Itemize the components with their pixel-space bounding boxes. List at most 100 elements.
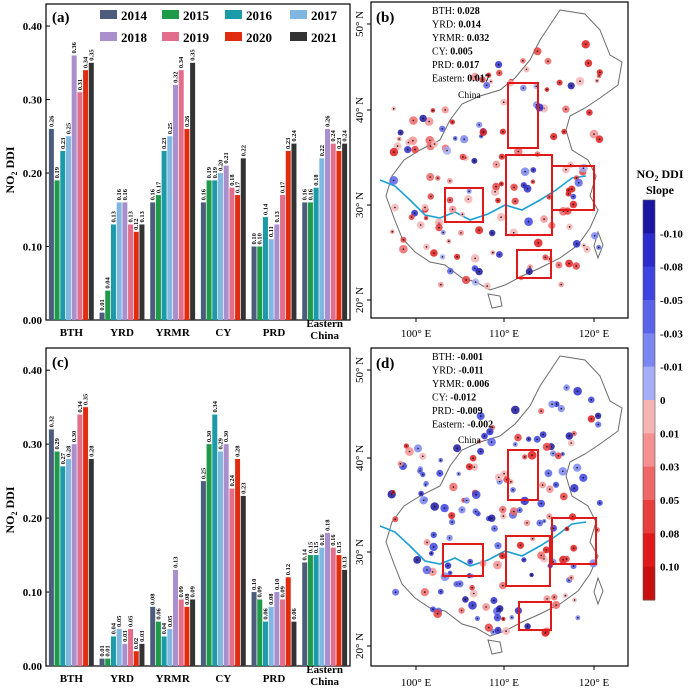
- site-center-dot: [471, 586, 473, 589]
- bar-data-label: 0.16: [319, 534, 326, 546]
- colorbar-swatch: [643, 233, 655, 268]
- bar: [116, 202, 122, 320]
- colorbar-label: 0: [660, 395, 666, 407]
- site-center-dot: [475, 493, 478, 496]
- bar-data-label: 0.34: [212, 400, 219, 412]
- x-tick-label: CY: [215, 327, 231, 339]
- bar: [200, 481, 206, 666]
- site-center-dot: [501, 155, 503, 158]
- bar-data-label: 0.08: [268, 593, 275, 605]
- colorbar-labels: -0.10 -0.08 -0.05 -0.03 -0.01 0 0.01 0.03 0.05 0.…: [660, 228, 683, 573]
- bar: [178, 70, 184, 321]
- bar: [128, 224, 134, 320]
- bar: [122, 643, 128, 666]
- site-center-dot: [432, 608, 434, 611]
- site-center-dot: [472, 592, 475, 595]
- bar-data-label: 0.15: [307, 541, 314, 553]
- bar-data-label: 0.35: [190, 49, 197, 61]
- site-center-dot: [489, 430, 491, 433]
- site-center-dot: [436, 612, 439, 615]
- bar: [116, 629, 122, 666]
- bar-data-label: 0.17: [155, 181, 162, 193]
- bar: [240, 158, 246, 320]
- site-center-dot: [495, 185, 497, 188]
- site-center-dot: [392, 107, 395, 110]
- site-center-dot: [433, 143, 436, 145]
- bar: [229, 187, 235, 320]
- site-center-dot: [568, 226, 571, 228]
- site-center-dot: [551, 403, 553, 406]
- site-center-dot: [491, 517, 493, 519]
- bar-data-label: 0.30: [223, 431, 230, 442]
- site-center-dot: [430, 195, 432, 198]
- bar-data-label: 0.11: [268, 226, 275, 237]
- site-center-dot: [481, 78, 484, 81]
- site-center-dot: [598, 75, 600, 77]
- x-tick-label: YRD: [110, 673, 134, 685]
- site-center-dot: [448, 240, 450, 242]
- bar: [190, 599, 196, 666]
- bar-data-label: 0.05: [167, 615, 174, 627]
- site-center-dot: [562, 470, 564, 473]
- site-center-dot: [575, 177, 578, 179]
- bar-data-label: 0.22: [240, 145, 247, 156]
- site-center-dot: [438, 226, 440, 229]
- colorbar-swatch: [643, 533, 655, 568]
- site-center-dot: [587, 62, 590, 64]
- y-tick-label: 0.20: [23, 513, 43, 525]
- site-center-dot: [467, 198, 470, 200]
- site-center-dot: [519, 544, 522, 547]
- bar-data-label: 0.10: [251, 579, 258, 590]
- bar-data-label: 0.23: [240, 482, 247, 494]
- site-center-dot: [460, 232, 462, 234]
- site-center-dot: [465, 499, 468, 502]
- lon-tick-label: 120° E: [579, 328, 610, 340]
- bar-data-label: 0.02: [133, 638, 140, 649]
- bar-data-label: 0.04: [110, 622, 117, 634]
- colorbar-swatch: [643, 266, 655, 301]
- site-center-dot: [398, 138, 401, 140]
- site-center-dot: [584, 43, 587, 46]
- panel-label-b: (b): [376, 10, 394, 26]
- site-center-dot: [412, 119, 415, 122]
- stat-line: Eastern: 0.017: [432, 74, 490, 85]
- site-center-dot: [502, 584, 504, 587]
- stat-line: YRMR: 0.006: [432, 379, 489, 390]
- y-tick-label: 0.40: [23, 21, 43, 33]
- x-tick-label: YRMR: [156, 327, 191, 339]
- stat-name: YRMR:: [432, 33, 467, 44]
- legend-swatch: [162, 32, 179, 41]
- bar: [167, 136, 173, 320]
- y-tick-label: 0.00: [23, 315, 43, 327]
- colorbar-subtitle: Slope: [646, 183, 675, 197]
- bar-data-label: 0.28: [88, 445, 95, 457]
- bar-data-label: 0.16: [122, 188, 129, 200]
- bar: [285, 150, 291, 320]
- site-center-dot: [583, 244, 585, 247]
- bar-data-label: 0.05: [128, 615, 135, 627]
- site-center-dot: [566, 528, 568, 530]
- site-center-dot: [422, 473, 424, 476]
- x-tick-label: PRD: [263, 673, 286, 685]
- bar: [206, 444, 212, 666]
- site-center-dot: [488, 626, 490, 629]
- site-center-dot: [440, 590, 442, 593]
- site-center-dot: [410, 216, 413, 218]
- site-center-dot: [577, 617, 579, 619]
- bar-data-label: 0.12: [133, 218, 140, 229]
- site-center-dot: [586, 248, 588, 251]
- site-center-dot: [582, 477, 585, 479]
- bar-data-label: 0.13: [342, 556, 349, 568]
- colorbar-label: -0.05: [660, 295, 683, 307]
- site-center-dot: [555, 484, 557, 486]
- lat-tick-label: 50° N: [354, 357, 366, 383]
- site-center-dot: [545, 549, 548, 551]
- site-center-dot: [541, 484, 544, 486]
- bar: [110, 224, 116, 320]
- site-center-dot: [474, 257, 476, 260]
- site-center-dot: [576, 466, 578, 469]
- site-center-dot: [536, 50, 539, 53]
- site-center-dot: [560, 283, 562, 286]
- site-center-dot: [407, 141, 410, 144]
- bar: [280, 599, 286, 666]
